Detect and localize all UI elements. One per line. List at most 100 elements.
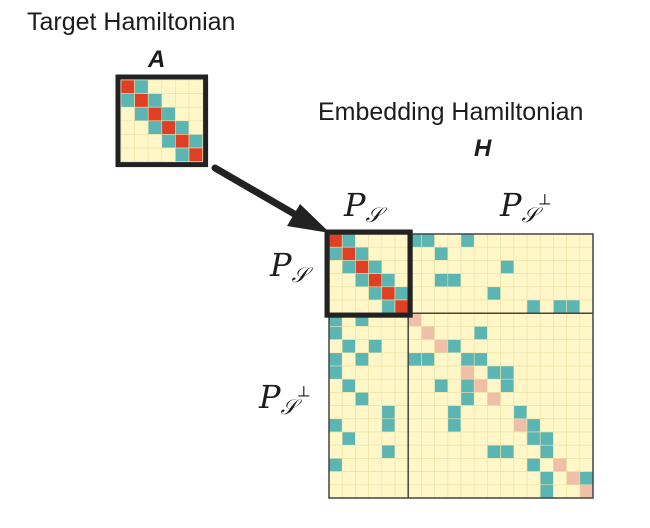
empty-cell	[407, 484, 422, 499]
empty-cell	[566, 365, 581, 380]
empty-cell	[328, 378, 343, 393]
empty-cell	[566, 392, 581, 406]
off-diagonal-cell	[539, 484, 554, 499]
empty-cell	[500, 299, 515, 314]
empty-cell	[368, 484, 383, 499]
off-diagonal-cell	[526, 299, 541, 314]
empty-cell	[407, 365, 422, 380]
empty-cell	[473, 458, 488, 472]
off-diagonal-cell	[434, 378, 449, 393]
off-diagonal-cell	[355, 273, 369, 288]
empty-cell	[120, 120, 135, 135]
projector-sub: 𝒮	[291, 263, 308, 287]
diagonal-cell	[579, 484, 594, 499]
empty-cell	[487, 246, 501, 261]
empty-cell	[421, 418, 435, 433]
off-diagonal-cell	[381, 273, 396, 288]
off-diagonal-cell	[161, 134, 176, 149]
diagonal-cell	[566, 471, 581, 486]
projector-base: P	[270, 246, 292, 284]
empty-cell	[526, 444, 541, 459]
empty-cell	[487, 378, 501, 393]
empty-cell	[161, 79, 176, 94]
block-outlines	[324, 229, 594, 499]
empty-cell	[539, 458, 554, 472]
off-diagonal-cell	[526, 431, 541, 446]
empty-cell	[407, 339, 422, 354]
empty-cell	[447, 246, 462, 261]
empty-cell	[447, 392, 462, 406]
projector-sub: 𝒮	[365, 203, 382, 227]
empty-cell	[539, 326, 554, 340]
projector-s-top: P𝒮	[344, 186, 382, 228]
off-diagonal-cell	[539, 444, 554, 459]
empty-cell	[553, 365, 567, 380]
diagonal-cell	[473, 378, 488, 393]
diagonal-cell	[394, 299, 409, 314]
diagonal-cell	[188, 147, 203, 162]
empty-cell	[434, 484, 449, 499]
empty-cell	[460, 458, 475, 472]
empty-cell	[566, 458, 581, 472]
empty-cell	[421, 365, 435, 380]
empty-cell	[487, 484, 501, 499]
empty-cell	[407, 326, 422, 340]
empty-cell	[553, 260, 567, 274]
empty-cell	[566, 418, 581, 433]
empty-cell	[526, 286, 541, 301]
empty-cell	[473, 418, 488, 433]
empty-cell	[579, 260, 594, 274]
empty-cell	[526, 260, 541, 274]
empty-cell	[460, 484, 475, 499]
empty-cell	[487, 471, 501, 486]
off-diagonal-cell	[381, 299, 396, 314]
empty-cell	[539, 312, 554, 327]
empty-cell	[355, 378, 369, 393]
off-diagonal-cell	[341, 260, 356, 274]
off-diagonal-cell	[553, 299, 567, 314]
empty-cell	[341, 405, 356, 420]
empty-cell	[473, 273, 488, 288]
empty-cell	[579, 392, 594, 406]
empty-cell	[473, 233, 488, 248]
empty-cell	[407, 378, 422, 393]
empty-cell	[473, 392, 488, 406]
empty-cell	[513, 471, 528, 486]
empty-cell	[579, 312, 594, 327]
off-diagonal-cell	[381, 444, 396, 459]
off-diagonal-cell	[368, 260, 383, 274]
empty-cell	[553, 405, 567, 420]
empty-cell	[421, 299, 435, 314]
off-diagonal-cell	[355, 392, 369, 406]
empty-cell	[526, 378, 541, 393]
off-diagonal-cell	[381, 418, 396, 433]
empty-cell	[447, 444, 462, 459]
empty-cell	[460, 246, 475, 261]
off-diagonal-cell	[447, 339, 462, 354]
empty-cell	[434, 471, 449, 486]
empty-cell	[381, 352, 396, 367]
off-diagonal-cell	[175, 147, 190, 162]
empty-cell	[134, 147, 149, 162]
off-diagonal-cell	[513, 405, 528, 420]
empty-cell	[368, 405, 383, 420]
empty-cell	[473, 471, 488, 486]
empty-cell	[553, 392, 567, 406]
off-diagonal-cell	[341, 378, 356, 393]
empty-cell	[381, 339, 396, 354]
empty-cell	[500, 392, 515, 406]
empty-cell	[460, 273, 475, 288]
diagonal-cell	[487, 392, 501, 406]
off-diagonal-cell	[328, 418, 343, 433]
empty-cell	[147, 147, 163, 162]
embedding-symbol: H	[474, 135, 492, 162]
empty-cell	[447, 352, 462, 367]
empty-cell	[368, 431, 383, 446]
empty-cell	[188, 106, 203, 122]
empty-cell	[355, 339, 369, 354]
empty-cell	[487, 405, 501, 420]
empty-cell	[473, 339, 488, 354]
empty-cell	[553, 484, 567, 499]
empty-cell	[473, 444, 488, 459]
empty-cell	[434, 352, 449, 367]
